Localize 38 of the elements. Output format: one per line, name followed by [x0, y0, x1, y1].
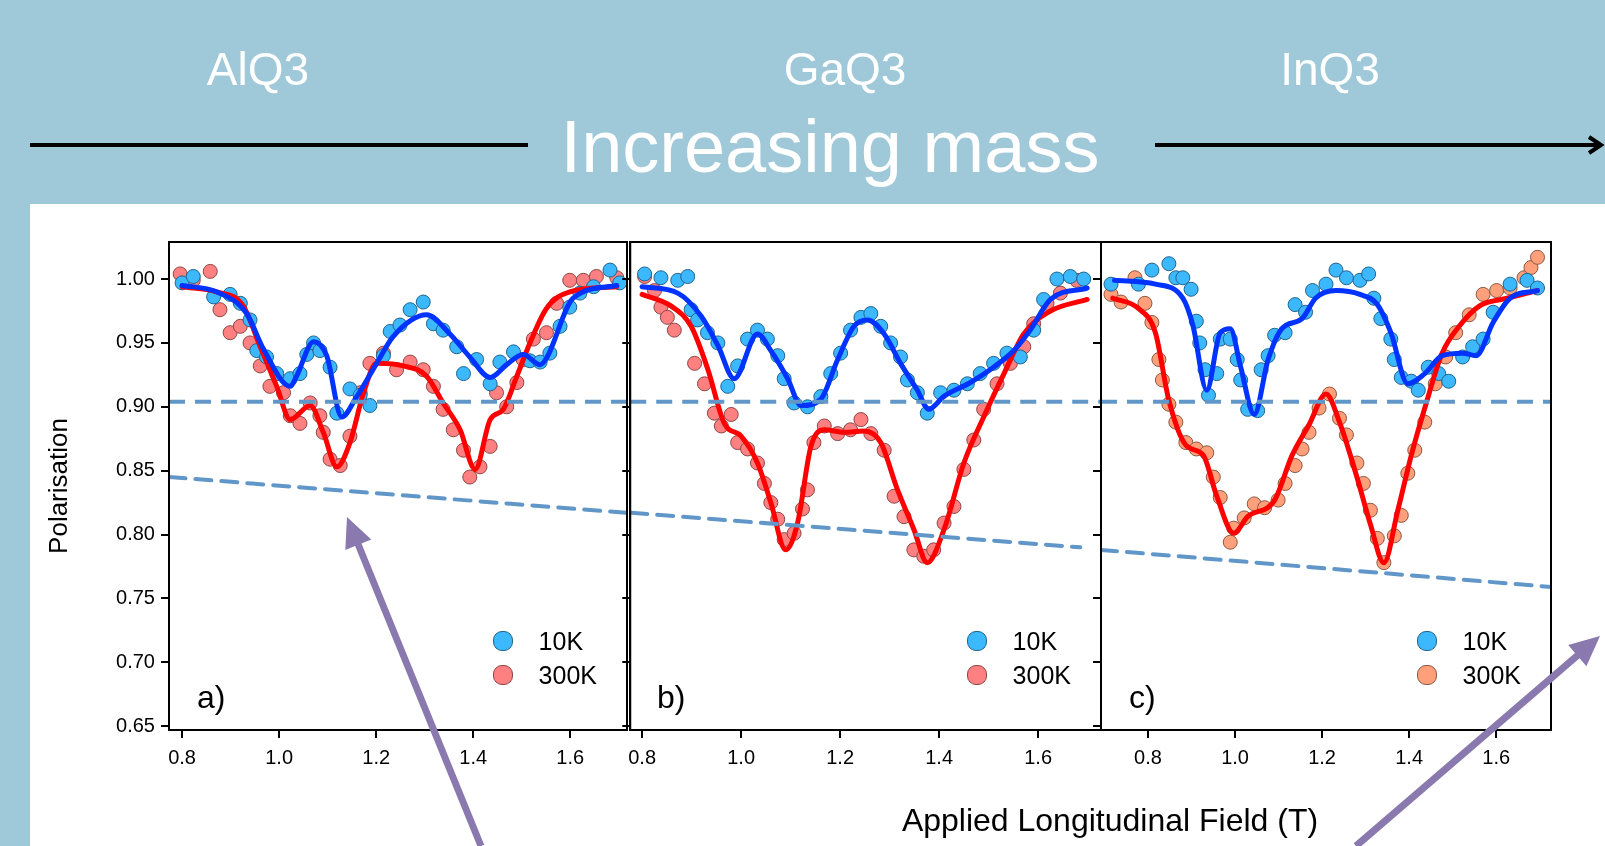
- x-tick-label: 1.6: [1482, 745, 1511, 768]
- x-tick-label: 1.4: [925, 745, 954, 768]
- x-tick-label: 0.8: [1134, 745, 1162, 768]
- chart-title: AlQ3: [205, 42, 311, 96]
- x-tick-label: 1.4: [459, 745, 488, 768]
- y-tick-label: 0.85: [116, 458, 155, 481]
- x-tick-label: 1.6: [1024, 745, 1053, 768]
- y-tick-label: 0.65: [116, 713, 155, 736]
- legend-label: 10K: [1462, 626, 1508, 656]
- x-axis-title: Applied Longitudinal Field (T): [900, 802, 1320, 839]
- annotation: b): [657, 679, 686, 716]
- x-tick-label: 0.8: [628, 745, 657, 768]
- chart-subtitle: Increasing mass: [559, 104, 1101, 190]
- y-tick-label: 0.75: [116, 585, 155, 608]
- annotation: c): [1129, 679, 1156, 716]
- legend-label: 10K: [538, 626, 584, 656]
- x-tick-label: 1.0: [1221, 745, 1249, 768]
- x-tick-label: 0.8: [168, 745, 197, 768]
- x-tick-label: 1.4: [1395, 745, 1424, 768]
- y-tick-label: 0.95: [116, 330, 155, 353]
- legend-label: 10K: [1012, 626, 1058, 656]
- x-tick-label: 1.2: [1308, 745, 1336, 768]
- x-tick-label: 1.2: [362, 745, 391, 768]
- y-tick-label: 0.80: [116, 522, 155, 545]
- x-tick-label: 1.0: [727, 745, 756, 768]
- chart-title: GaQ3: [782, 42, 908, 96]
- y-tick-label: 1.00: [116, 266, 155, 289]
- y-tick-label: 0.70: [116, 649, 155, 672]
- legend-label: 300K: [1462, 660, 1521, 690]
- chart-title: InQ3: [1279, 42, 1381, 96]
- x-tick-label: 1.0: [265, 745, 294, 768]
- y-axis-title: Polarisation: [42, 418, 73, 554]
- x-tick-label: 1.2: [826, 745, 855, 768]
- annotation: a): [197, 679, 226, 716]
- y-tick-label: 0.90: [116, 394, 155, 417]
- legend-label: 300K: [538, 660, 597, 690]
- legend-label: 300K: [1012, 660, 1071, 690]
- x-tick-label: 1.6: [556, 745, 585, 768]
